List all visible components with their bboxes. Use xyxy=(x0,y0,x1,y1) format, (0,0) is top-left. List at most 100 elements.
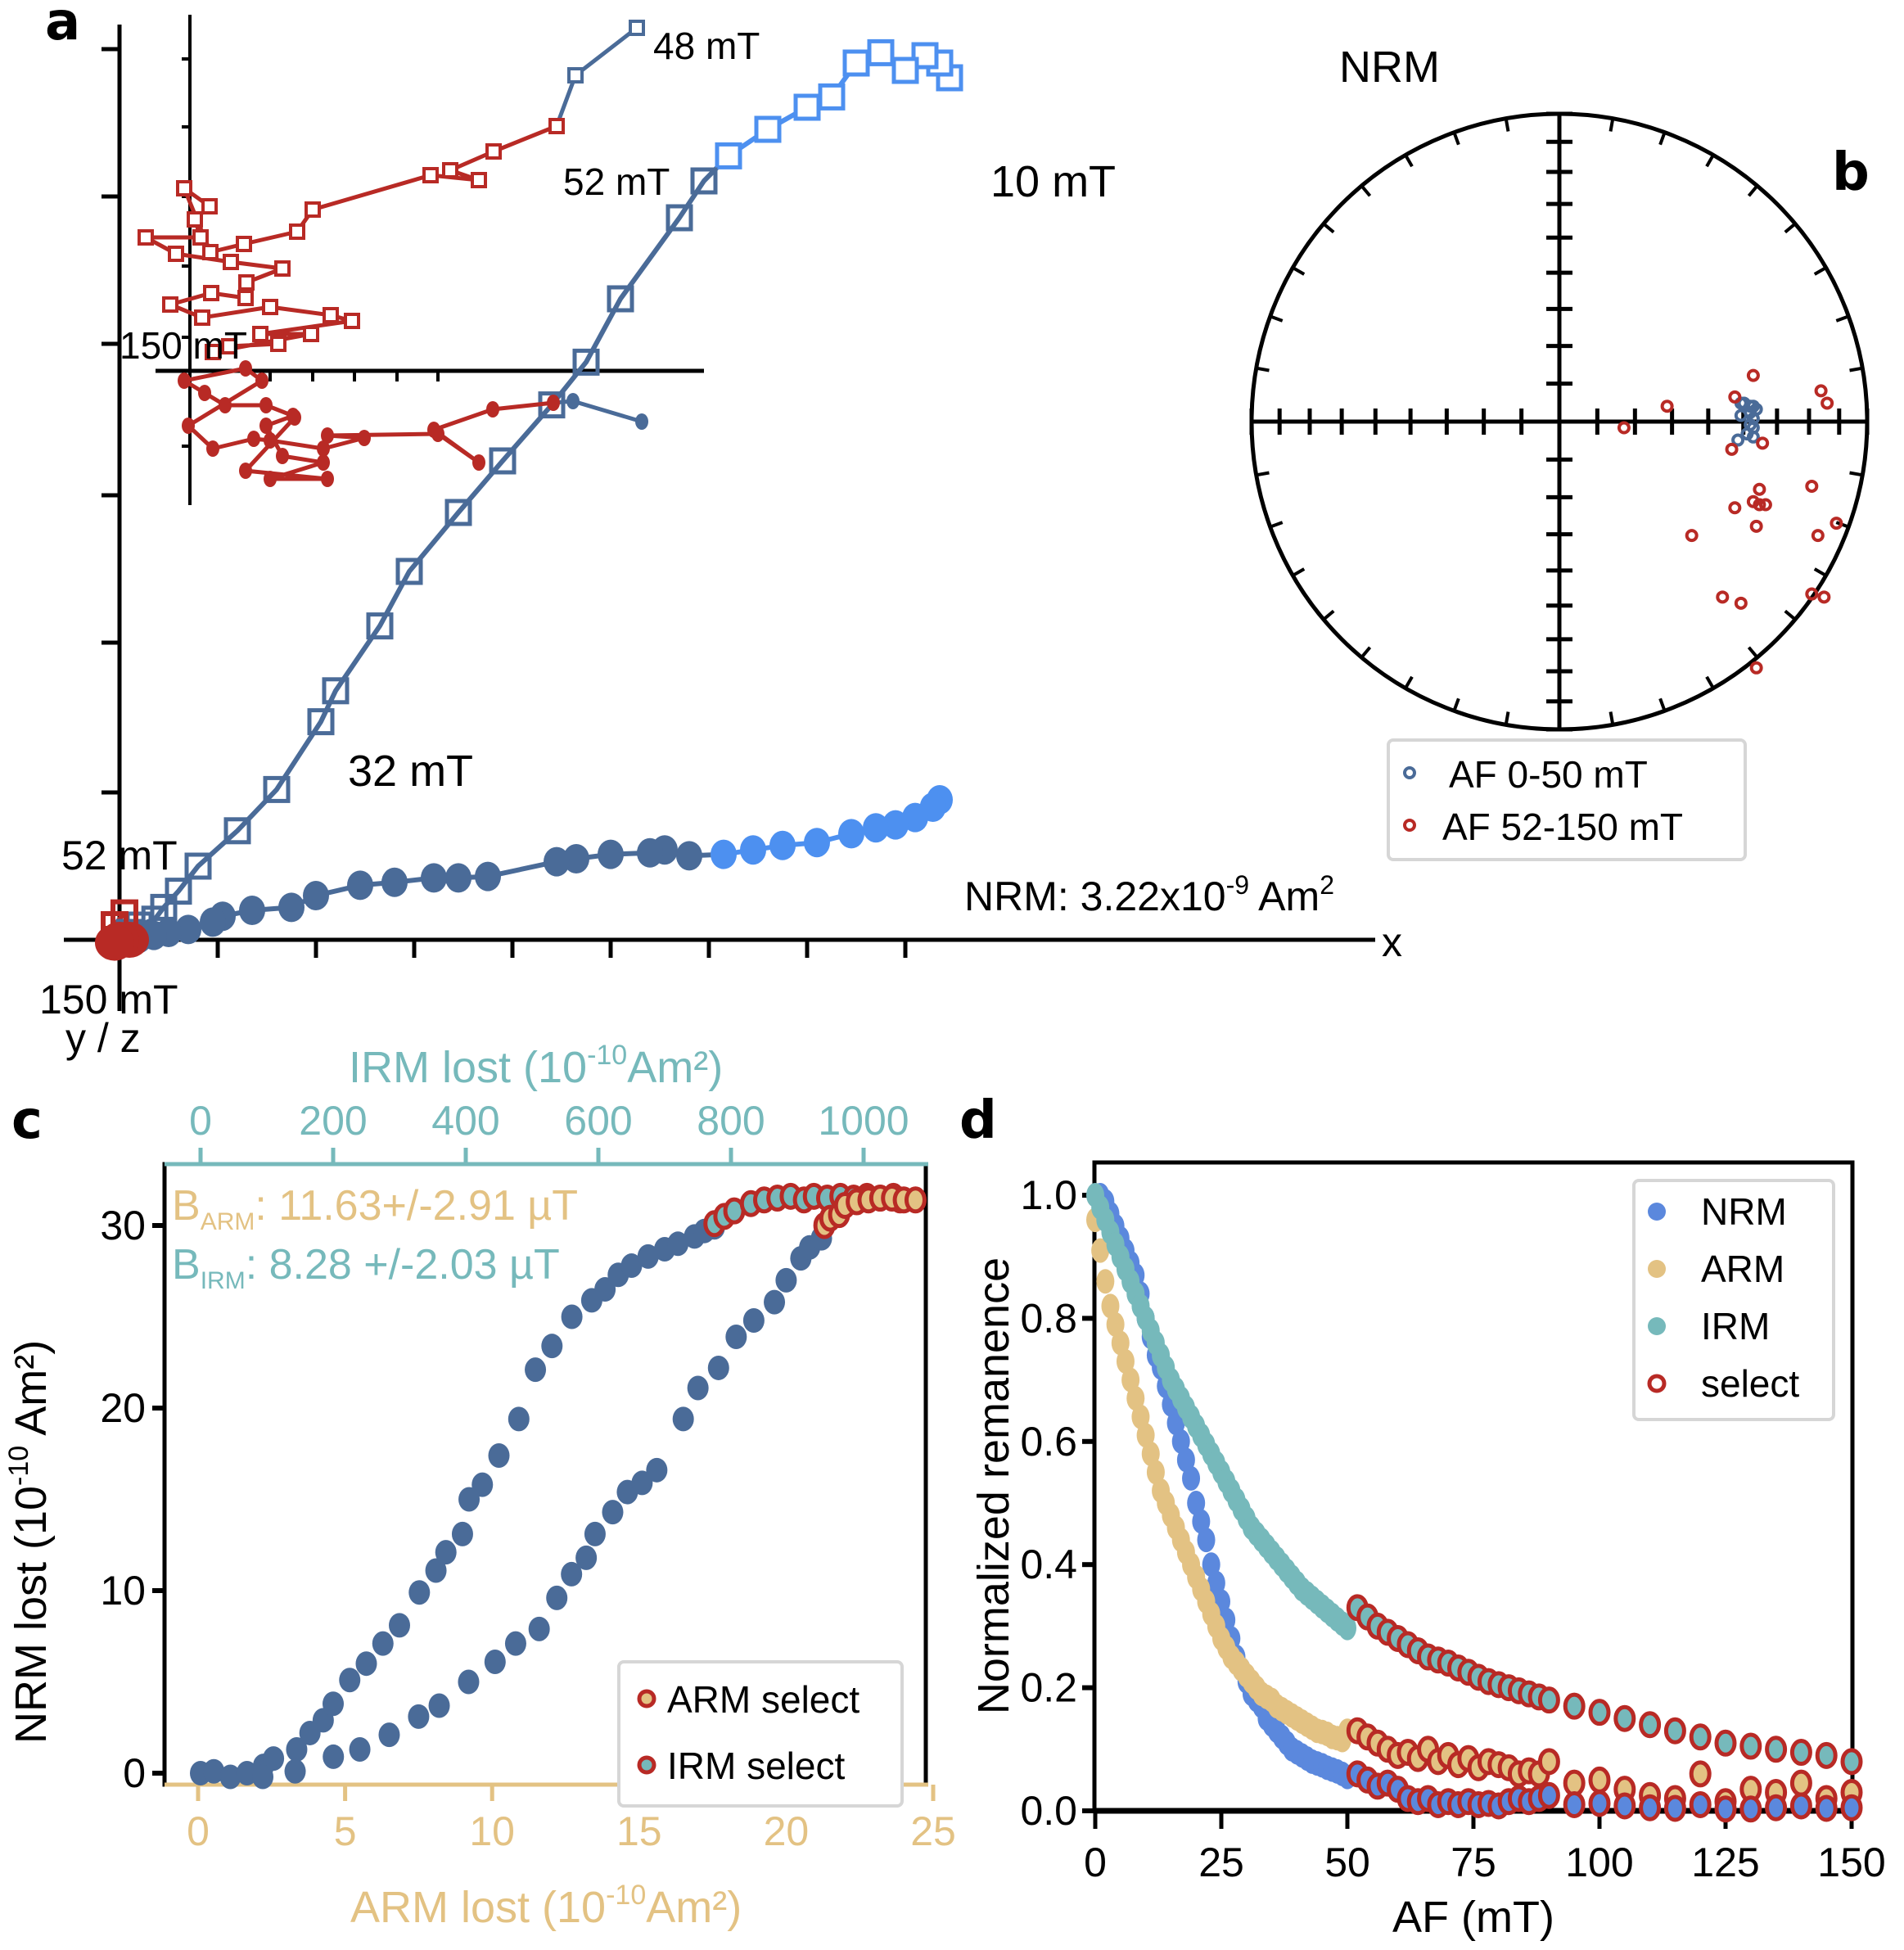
vertical-square-marker xyxy=(307,708,335,736)
y-axis-label-d: Normalized remanence xyxy=(969,1257,1018,1714)
inset-square-marker xyxy=(323,307,339,323)
inset-circle-marker xyxy=(288,409,301,426)
nrm-lost-point xyxy=(484,1649,506,1674)
stereonet-primitive-tick xyxy=(1835,314,1850,323)
y-tick-label-d: 0.0 xyxy=(1020,1788,1077,1834)
inset-square-marker xyxy=(289,223,305,240)
nrm-lost-point xyxy=(775,1267,797,1293)
stereonet-primitive-tick xyxy=(1747,646,1759,659)
annot-52mT-main: 52 mT xyxy=(61,833,178,878)
select-point xyxy=(1613,1704,1636,1732)
horizontal-circle-marker xyxy=(711,839,737,869)
stereonet-primitive-tick xyxy=(1849,366,1863,372)
stereonet-point xyxy=(1660,399,1674,413)
stereonet-primitive-tick xyxy=(1322,222,1335,234)
select-point xyxy=(1689,1723,1712,1751)
panel-c-pseudo-arai: c 0 5 10 15 20 25 0 200 400 600 800 1000 0 10 20 30 IRM… xyxy=(3,1040,956,1932)
inset-square-marker xyxy=(192,229,209,246)
select-point xyxy=(1588,1790,1611,1817)
vertical-square-marker xyxy=(607,285,634,313)
nrm-lost-point xyxy=(252,1764,274,1790)
inset-square-marker xyxy=(205,344,221,360)
arm-point xyxy=(1146,1460,1165,1485)
inset-square-marker xyxy=(168,246,184,262)
stereonet-primitive-tick xyxy=(1256,471,1270,477)
horizontal-circle-marker xyxy=(882,810,909,840)
nrm-intensity-exp: -9 xyxy=(1226,870,1249,900)
nrm-lost-point xyxy=(602,1500,624,1525)
x-tick-label-d: 0 xyxy=(1084,1839,1107,1885)
stereonet-primitive-tick xyxy=(1849,471,1863,477)
nrm-lost-point xyxy=(339,1668,361,1693)
inset-square-marker xyxy=(303,326,319,342)
panel-label-d: d xyxy=(959,1090,997,1151)
stereonet-point xyxy=(1805,479,1819,493)
barm-sub: ARM xyxy=(201,1208,255,1235)
vertical-square-marker xyxy=(867,38,895,66)
nrm-lost-point xyxy=(594,1277,616,1302)
inset-circle-marker xyxy=(264,471,277,487)
top-tick-label: 600 xyxy=(564,1098,632,1144)
bottom-tick-label: 0 xyxy=(187,1808,210,1854)
stereonet-primitive-tick xyxy=(1269,521,1284,529)
bottom-axis-label-base: ARM lost (10 xyxy=(350,1883,606,1932)
nrm-lost-point xyxy=(488,1442,510,1468)
nrm-lost-point xyxy=(528,1616,550,1641)
stereonet-point xyxy=(1746,368,1760,382)
stereonet-point xyxy=(1814,384,1828,398)
nrm-lost-point xyxy=(646,1457,668,1483)
vertical-square-marker xyxy=(322,677,350,705)
stereonet-primitive-tick xyxy=(1292,567,1306,577)
nrm-intensity-unit-exp: 2 xyxy=(1320,870,1334,900)
stereonet-point xyxy=(1734,596,1748,610)
select-point xyxy=(1714,1795,1737,1823)
stereonet-point xyxy=(1811,529,1825,543)
inset-square-marker xyxy=(138,229,154,246)
top-tick-label: 1000 xyxy=(818,1098,909,1144)
inset-circle-marker xyxy=(259,397,273,413)
stereonet-primitive-tick xyxy=(1360,184,1372,197)
x-tick-label-d: 75 xyxy=(1451,1839,1496,1885)
inset-square-marker xyxy=(629,20,645,36)
y-tick-label: 20 xyxy=(100,1385,146,1431)
stereonet-primitive-tick xyxy=(1813,567,1827,577)
x-tick-label-d: 50 xyxy=(1324,1839,1370,1885)
stereonet-point xyxy=(1749,661,1763,675)
vertical-square-marker xyxy=(818,83,846,111)
stereonet-primitive-tick xyxy=(1608,118,1615,132)
nrm-lost-point xyxy=(561,1561,583,1587)
inset-square-marker xyxy=(176,180,192,196)
vertical-square-marker xyxy=(891,56,919,84)
nrm-lost-point xyxy=(742,1307,765,1333)
nrm-lost-point xyxy=(428,1693,450,1718)
top-tick-label: 0 xyxy=(189,1098,212,1144)
select-point xyxy=(1588,1699,1611,1727)
nrm-lost-point xyxy=(458,1487,481,1512)
horizontal-circle-marker xyxy=(863,813,889,843)
top-axis-label: IRM lost (10-10Am²) xyxy=(349,1040,723,1092)
y-axis-label-c-sup: -10 xyxy=(3,1446,34,1486)
select-point xyxy=(1563,1769,1586,1797)
nrm-lost-point xyxy=(355,1651,377,1677)
nrm-lost-point xyxy=(584,1521,606,1546)
horizontal-circle-marker xyxy=(838,819,864,849)
legend-label-af-52-150: AF 52-150 mT xyxy=(1442,806,1683,848)
legend-marker-nrm xyxy=(1648,1203,1666,1221)
nrm-lost-point xyxy=(525,1357,547,1383)
vertical-path-mid xyxy=(128,154,731,935)
legend-marker-af-0-50 xyxy=(1403,766,1416,779)
x-axis-label: x xyxy=(1382,919,1402,965)
stereonet-point xyxy=(1746,430,1760,444)
y-axis-label-c-tail: Am²) xyxy=(7,1340,56,1446)
panel-label-c: c xyxy=(11,1090,43,1151)
annot-150mT-inset: 150 mT xyxy=(120,324,247,367)
select-point xyxy=(1840,1748,1863,1776)
inset-square-marker xyxy=(567,67,584,84)
arm-point xyxy=(1091,1238,1110,1263)
horizontal-circle-marker xyxy=(381,867,408,897)
nrm-lost-point xyxy=(707,1355,729,1380)
stereonet-point xyxy=(1728,390,1742,404)
arm-point xyxy=(1111,1330,1130,1356)
nrm-lost-point xyxy=(667,1231,689,1257)
